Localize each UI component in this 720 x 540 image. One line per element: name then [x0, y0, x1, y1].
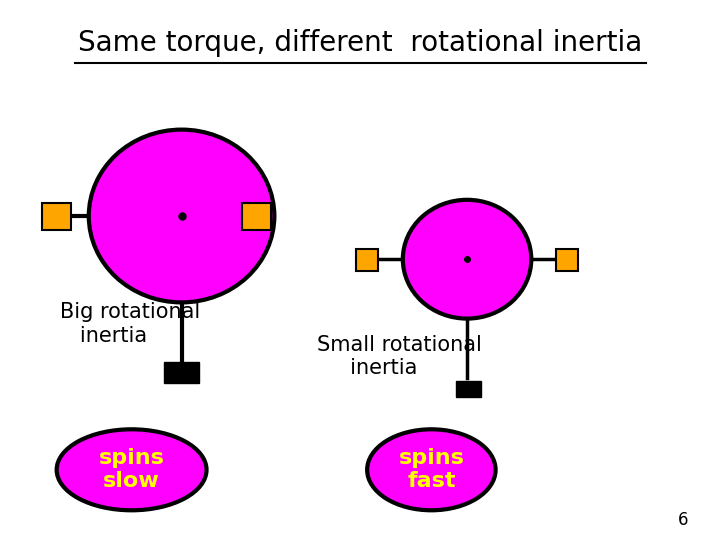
FancyBboxPatch shape — [356, 249, 378, 271]
FancyBboxPatch shape — [456, 381, 482, 397]
Text: Small rotational
     inertia: Small rotational inertia — [318, 335, 482, 378]
Ellipse shape — [367, 429, 495, 510]
FancyBboxPatch shape — [42, 202, 71, 230]
Text: spins
slow: spins slow — [99, 448, 165, 491]
FancyBboxPatch shape — [557, 249, 577, 271]
Text: spins
fast: spins fast — [398, 448, 464, 491]
Text: Big rotational
   inertia: Big rotational inertia — [60, 302, 200, 346]
FancyBboxPatch shape — [163, 362, 199, 383]
Ellipse shape — [402, 200, 531, 319]
Ellipse shape — [57, 429, 207, 510]
Text: Same torque, different  rotational inertia: Same torque, different rotational inerti… — [78, 29, 642, 57]
FancyBboxPatch shape — [242, 202, 271, 230]
Ellipse shape — [89, 130, 274, 302]
Text: 6: 6 — [678, 511, 688, 529]
